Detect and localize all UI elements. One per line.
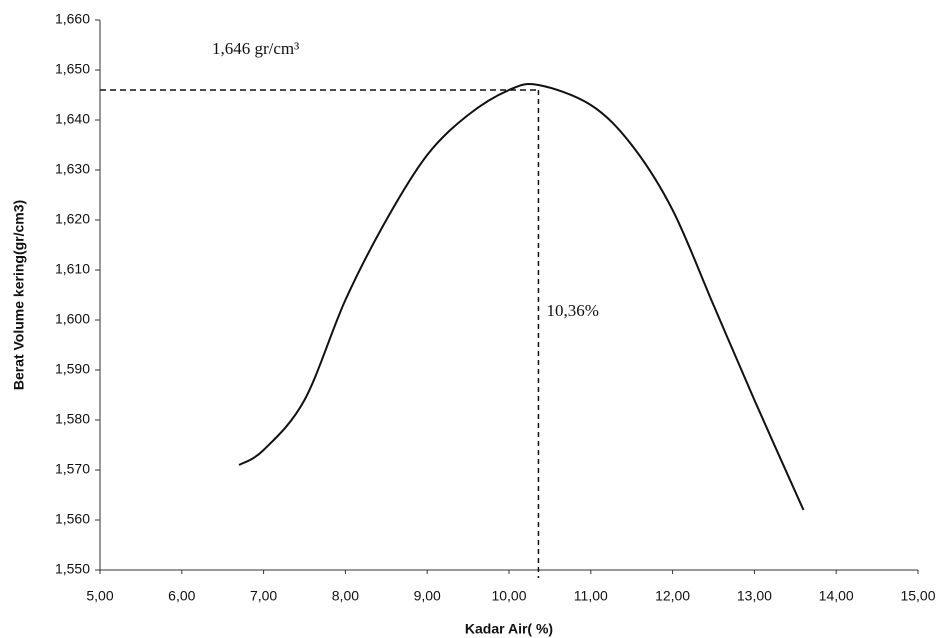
x-axis-title: Kadar Air( %) [465, 621, 553, 637]
y-tick-label: 1,580 [55, 411, 90, 427]
y-tick-label: 1,560 [55, 511, 90, 527]
chart: Kadar Air( %) Berat Volume kering(gr/cm3… [0, 0, 943, 638]
x-tick-label: 9,00 [414, 588, 441, 604]
y-tick-label: 1,620 [55, 211, 90, 227]
x-tick-label: 6,00 [168, 588, 195, 604]
x-tick-label: 15,00 [900, 588, 935, 604]
peak-y-label: 1,646 gr/cm³ [212, 39, 299, 58]
x-tick-label: 14,00 [819, 588, 854, 604]
x-tick-label: 8,00 [332, 588, 359, 604]
x-tick-label: 7,00 [250, 588, 277, 604]
y-tick-label: 1,590 [55, 361, 90, 377]
data-line [239, 84, 803, 510]
y-tick-label: 1,660 [55, 11, 90, 27]
x-tick-label: 12,00 [655, 588, 690, 604]
x-tick-label: 5,00 [86, 588, 113, 604]
y-tick-label: 1,550 [55, 561, 90, 577]
x-tick-label: 11,00 [574, 588, 608, 604]
x-tick-label: 10,00 [491, 588, 526, 604]
peak-x-label: 10,36% [546, 301, 598, 320]
y-tick-label: 1,570 [55, 461, 90, 477]
x-tick-label: 13,00 [737, 588, 772, 604]
y-tick-label: 1,610 [55, 261, 90, 277]
y-tick-label: 1,650 [55, 61, 90, 77]
y-tick-label: 1,640 [55, 111, 90, 127]
y-tick-label: 1,600 [55, 311, 90, 327]
y-axis-title: Berat Volume kering(gr/cm3) [11, 200, 27, 390]
y-tick-label: 1,630 [55, 161, 90, 177]
